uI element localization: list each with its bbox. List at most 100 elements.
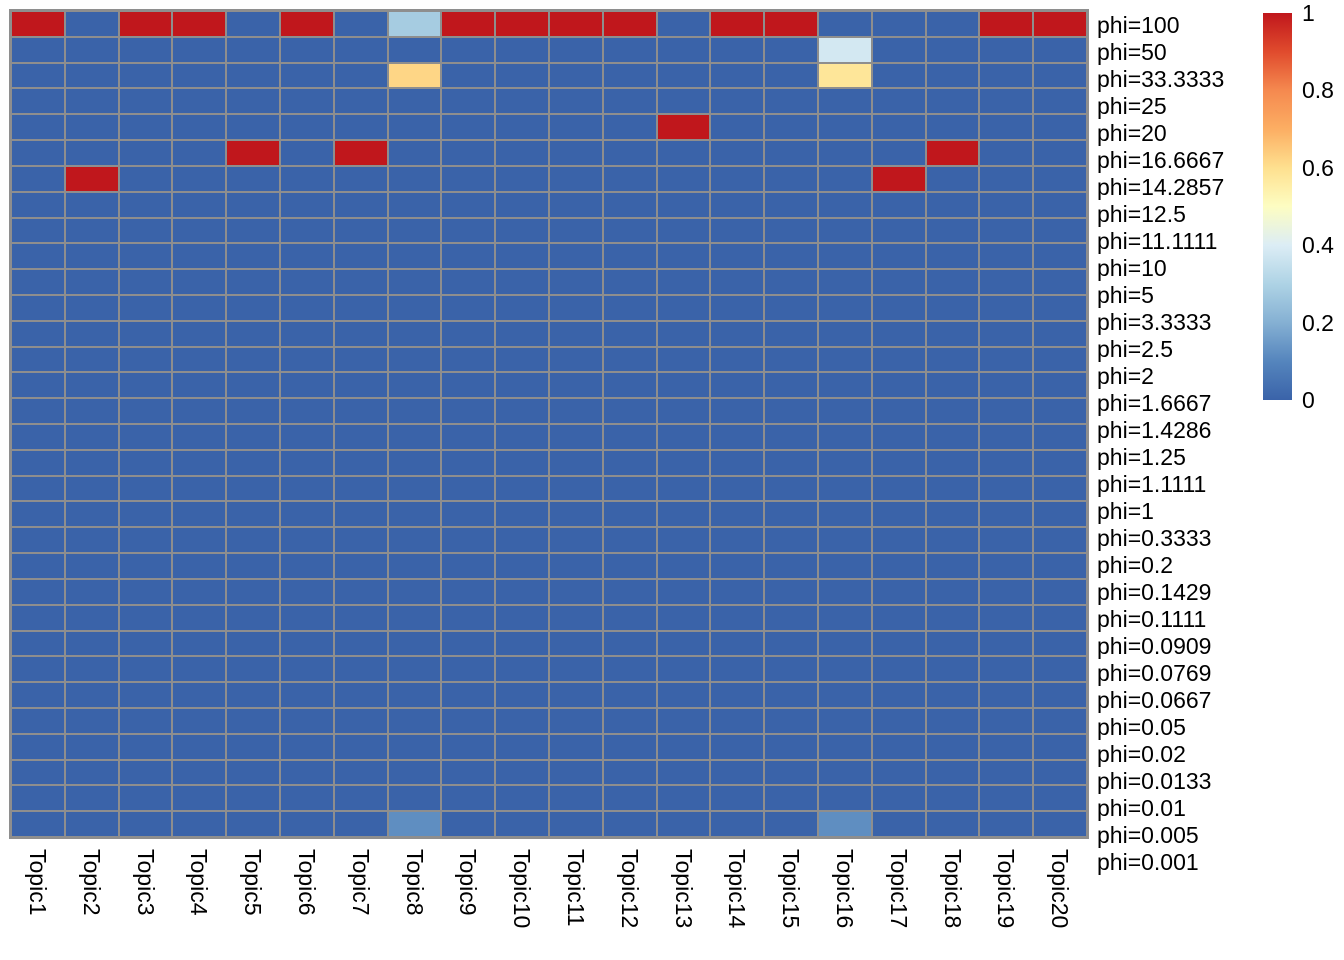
y-axis-label: phi=0.2 (1097, 552, 1174, 578)
heatmap-cell (65, 12, 118, 36)
heatmap-cell (496, 192, 548, 217)
heatmap-cell (926, 399, 979, 423)
heatmap-cell (227, 528, 279, 553)
heatmap-cell (496, 218, 548, 243)
heatmap-cell (818, 425, 871, 449)
heatmap-cell (926, 760, 979, 785)
heatmap-cell (388, 450, 441, 475)
heatmap-cell (173, 63, 226, 88)
heatmap-cell (119, 657, 172, 682)
heatmap-cell (496, 270, 548, 294)
heatmap-cell (657, 450, 710, 475)
heatmap-cell (65, 528, 118, 553)
heatmap-cell (334, 321, 387, 346)
heatmap-cell (549, 657, 602, 682)
heatmap-cell (765, 554, 817, 578)
heatmap-cell (12, 321, 64, 346)
heatmap-cell (1034, 528, 1086, 553)
heatmap-cell (65, 115, 118, 140)
heatmap-cell (711, 63, 764, 88)
heatmap-cell (818, 244, 871, 269)
heatmap-cell (496, 528, 548, 553)
heatmap-cell (334, 347, 387, 372)
heatmap-cell (980, 141, 1033, 165)
heatmap-cell (65, 270, 118, 294)
heatmap-cell (818, 683, 871, 707)
heatmap-cell (119, 399, 172, 423)
heatmap-cell (334, 476, 387, 501)
heatmap-cell (442, 786, 495, 811)
heatmap-cell (657, 141, 710, 165)
heatmap-cell (549, 399, 602, 423)
y-axis-label: phi=0.0667 (1097, 687, 1212, 713)
heatmap-cell (765, 425, 817, 449)
heatmap-cell (119, 734, 172, 759)
heatmap-cell (280, 399, 333, 423)
heatmap-cell (1034, 63, 1086, 88)
heatmap-cell (711, 812, 764, 836)
heatmap-cell (980, 295, 1033, 320)
heatmap-cell (603, 399, 656, 423)
heatmap-cell (119, 295, 172, 320)
y-axis-label: phi=0.02 (1097, 741, 1186, 767)
heatmap-cell (980, 683, 1033, 707)
heatmap-cell (657, 37, 710, 62)
heatmap-cell (549, 631, 602, 656)
heatmap-cell (549, 579, 602, 604)
heatmap-cell (173, 760, 226, 785)
heatmap-cell (765, 347, 817, 372)
heatmap-cell (388, 347, 441, 372)
heatmap-cell (980, 192, 1033, 217)
heatmap-cell (65, 63, 118, 88)
heatmap-cell (388, 579, 441, 604)
heatmap-cell (765, 63, 817, 88)
heatmap-cell (872, 476, 925, 501)
heatmap-cell (65, 554, 118, 578)
heatmap-cell (65, 425, 118, 449)
heatmap-cell (926, 115, 979, 140)
heatmap-cell (119, 812, 172, 836)
heatmap-cell (280, 683, 333, 707)
heatmap-cell (549, 708, 602, 733)
heatmap-cell (765, 218, 817, 243)
heatmap-cell (173, 450, 226, 475)
heatmap-cell (603, 115, 656, 140)
heatmap-cell (65, 373, 118, 398)
heatmap-cell (549, 115, 602, 140)
heatmap-cell (980, 12, 1033, 36)
heatmap-cell (65, 244, 118, 269)
heatmap-cell (711, 425, 764, 449)
heatmap-cell (496, 399, 548, 423)
heatmap-cell (711, 631, 764, 656)
heatmap-cell (872, 244, 925, 269)
heatmap-cell (119, 450, 172, 475)
y-axis-label: phi=0.0133 (1097, 768, 1212, 794)
heatmap-cell (12, 631, 64, 656)
heatmap-cell (980, 89, 1033, 114)
heatmap-cell (1034, 192, 1086, 217)
heatmap-cell (119, 192, 172, 217)
heatmap-cell (280, 657, 333, 682)
heatmap-cell (1034, 450, 1086, 475)
heatmap-cell (603, 347, 656, 372)
heatmap-cell (1034, 37, 1086, 62)
heatmap-cell (926, 476, 979, 501)
heatmap-cell (12, 141, 64, 165)
heatmap-cell (496, 295, 548, 320)
heatmap-cell (227, 760, 279, 785)
heatmap-cell (872, 734, 925, 759)
heatmap-cell (119, 141, 172, 165)
heatmap-cell (926, 683, 979, 707)
y-axis-label: phi=25 (1097, 93, 1167, 119)
heatmap-cell (12, 760, 64, 785)
heatmap-cell (603, 295, 656, 320)
x-axis-label: Topic2 (78, 849, 105, 916)
heatmap-cell (818, 734, 871, 759)
heatmap-cell (657, 12, 710, 36)
heatmap-cell (872, 89, 925, 114)
heatmap-cell (442, 476, 495, 501)
heatmap-cell (280, 554, 333, 578)
heatmap-cell (926, 141, 979, 165)
heatmap-cell (980, 631, 1033, 656)
heatmap-cell (657, 89, 710, 114)
